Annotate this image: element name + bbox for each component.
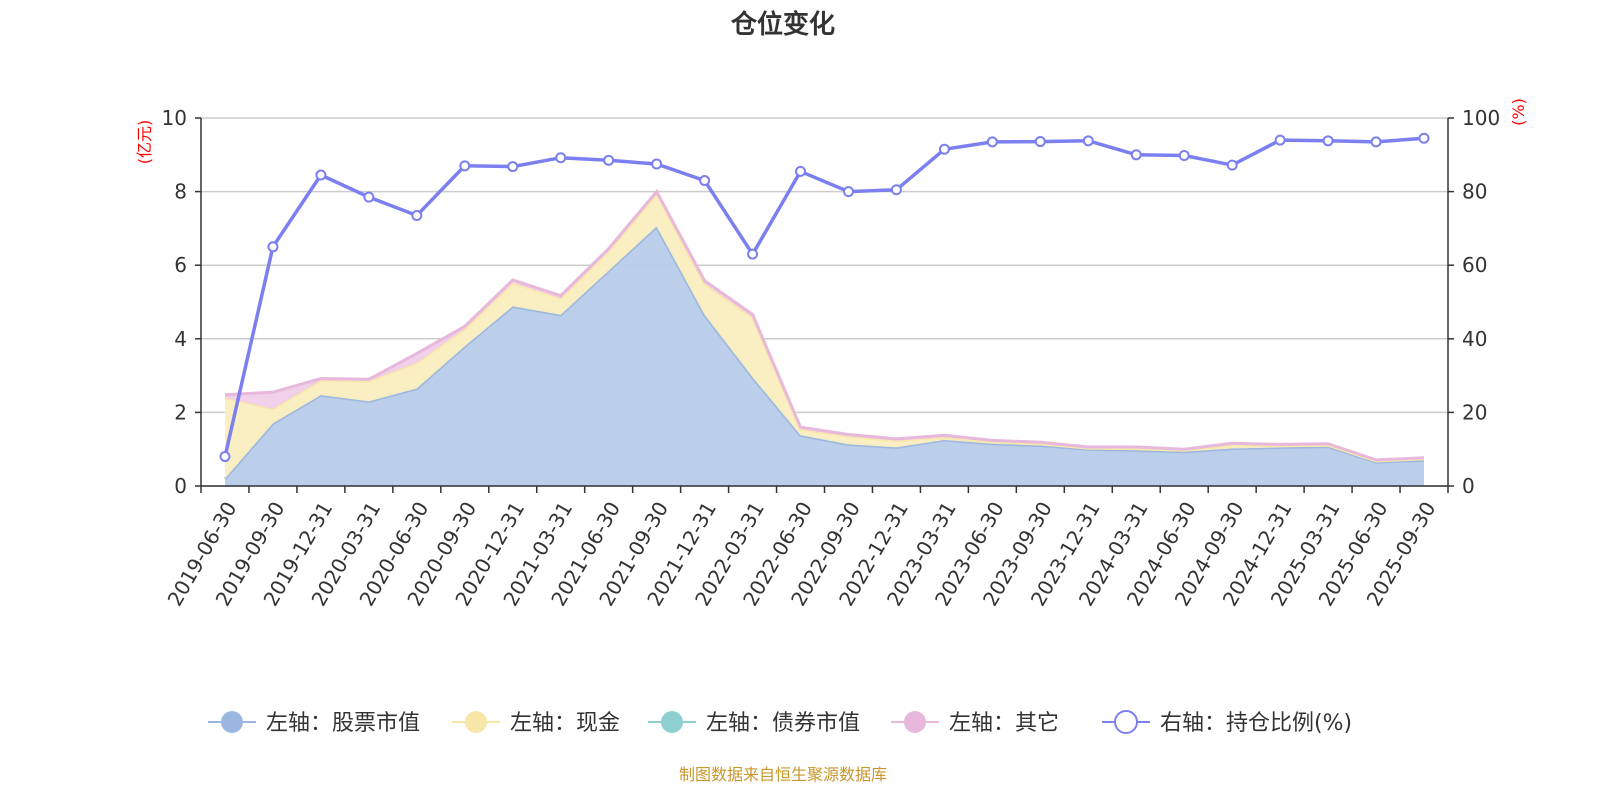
ratio-point: [938, 143, 950, 155]
right-tick-label: 80: [1462, 180, 1487, 204]
ratio-point: [603, 154, 615, 166]
ratio-point: [363, 191, 375, 203]
ratio-point: [699, 175, 711, 187]
ratio-point: [411, 210, 423, 222]
right-tick-label: 100: [1462, 106, 1500, 130]
left-tick-label: 6: [174, 253, 187, 277]
right-axis-unit: (%): [1509, 98, 1528, 126]
legend-circle-icon: [1114, 710, 1138, 734]
area-edge-3: [224, 188, 1425, 462]
data-source-note: 制图数据来自恒生聚源数据库: [679, 765, 887, 784]
ratio-point: [795, 165, 807, 177]
legend-circle-icon: [465, 711, 487, 733]
ratio-line-path: [223, 136, 1425, 457]
axes: 02468100204060801002019-06-302019-09-302…: [162, 106, 1501, 610]
left-tick-label: 2: [174, 400, 187, 424]
left-tick-label: 8: [174, 180, 187, 204]
ratio-point: [1322, 135, 1334, 147]
ratio-point: [1274, 134, 1286, 146]
ratio-point: [507, 161, 519, 173]
legend-circle-icon: [221, 711, 243, 733]
legend-item[interactable]: 左轴：现金: [452, 711, 620, 736]
left-axis-unit: (亿元): [135, 120, 154, 165]
ratio-point: [1034, 136, 1046, 148]
legend-item[interactable]: 左轴：股票市值: [208, 711, 420, 736]
legend-item[interactable]: 左轴：其它: [891, 711, 1059, 736]
right-tick-label: 40: [1462, 327, 1487, 351]
right-tick-label: 20: [1462, 400, 1487, 424]
legend-label: 左轴：债券市值: [706, 711, 860, 736]
ratio-point: [1178, 150, 1190, 162]
right-tick-label: 60: [1462, 253, 1487, 277]
ratio-point: [219, 451, 231, 463]
ratio-point: [986, 136, 998, 148]
ratio-point: [459, 160, 471, 172]
ratio-point: [651, 158, 663, 170]
ratio-point: [555, 152, 567, 164]
right-tick-label: 0: [1462, 474, 1475, 498]
ratio-point: [1418, 132, 1430, 144]
ratio-point: [1082, 135, 1094, 147]
ratio-point: [747, 248, 759, 260]
chart-title: 仓位变化: [730, 9, 835, 40]
area-1: [225, 193, 1424, 479]
ratio-point: [267, 241, 279, 253]
ratio-point: [1370, 136, 1382, 148]
left-tick-label: 0: [174, 474, 187, 498]
legend-circle-icon: [661, 711, 683, 733]
legend-circle-icon: [904, 711, 926, 733]
holding-ratio-line: [219, 132, 1430, 463]
legend-item[interactable]: 左轴：债券市值: [648, 711, 860, 736]
left-tick-label: 10: [162, 106, 187, 130]
ratio-point: [1130, 149, 1142, 161]
ratio-point: [1226, 159, 1238, 171]
ratio-point: [315, 169, 327, 181]
legend-label: 右轴：持仓比例(%): [1160, 711, 1352, 736]
legend-label: 左轴：股票市值: [266, 711, 420, 736]
legend-item[interactable]: 右轴：持仓比例(%): [1102, 710, 1352, 736]
ratio-point: [890, 184, 902, 196]
stacked-areas: [223, 188, 1425, 486]
left-tick-label: 4: [174, 327, 187, 351]
ratio-point: [842, 186, 854, 198]
legend[interactable]: 左轴：股票市值 左轴：现金 左轴：债券市值 左轴：其它 右轴：持仓比例(%): [208, 710, 1352, 736]
legend-label: 左轴：现金: [510, 711, 620, 736]
legend-label: 左轴：其它: [949, 711, 1059, 736]
area-0: [225, 226, 1424, 486]
